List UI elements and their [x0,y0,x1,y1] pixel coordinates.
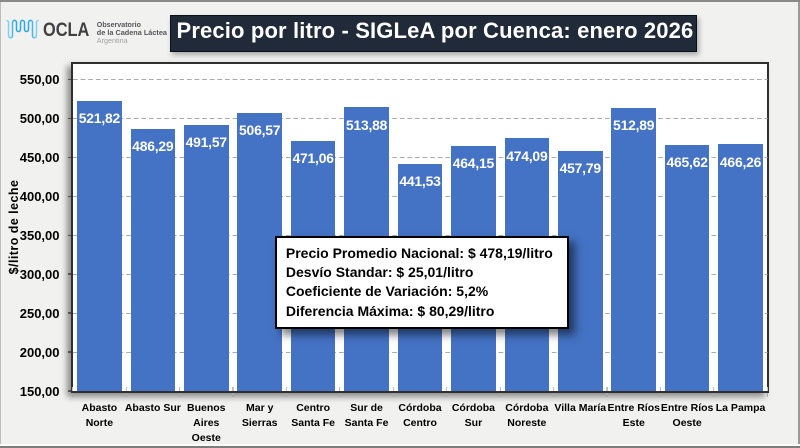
svg-text:Observatorio: Observatorio [97,21,142,29]
svg-text:Argentina: Argentina [97,36,128,45]
svg-text:de la Cadena Láctea: de la Cadena Láctea [97,28,168,37]
svg-text:OCLA: OCLA [43,19,89,41]
